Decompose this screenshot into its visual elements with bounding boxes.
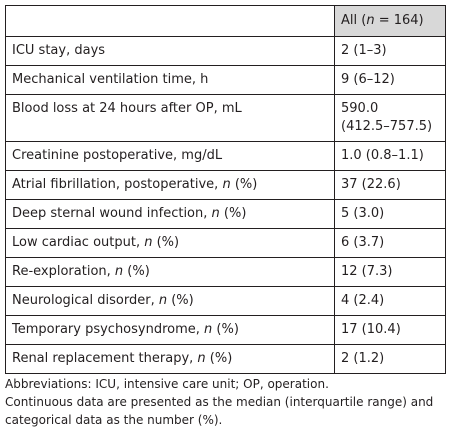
- n-symbol: n: [158, 293, 168, 308]
- row-label-cell: Renal replacement therapy, n (%): [5, 344, 335, 374]
- row-value-cell: 5 (3.0): [334, 199, 446, 229]
- row-label: Re-exploration,: [12, 264, 115, 279]
- value-iqr: (412.5–757.5): [341, 119, 433, 134]
- row-label-suffix: (%): [212, 322, 239, 337]
- row-label: Low cardiac output,: [12, 235, 145, 250]
- table-row: Mechanical ventilation time, h 9 (6–12): [5, 65, 446, 95]
- row-label: Blood loss at 24 hours after OP, mL: [12, 101, 242, 116]
- row-label: Atrial fibrillation, postoperative,: [12, 177, 223, 192]
- row-value-cell: 1.0 (0.8–1.1): [334, 141, 446, 171]
- row-label-cell: Low cardiac output, n (%): [5, 228, 335, 258]
- row-label: Neurological disorder,: [12, 293, 159, 308]
- row-value-cell: 2 (1.2): [334, 344, 446, 374]
- row-value-cell: 590.0 (412.5–757.5): [334, 94, 446, 142]
- row-value-cell: 37 (22.6): [334, 170, 446, 200]
- row-label: ICU stay, days: [12, 43, 106, 58]
- header-all-cell: All (n = 164): [334, 5, 446, 37]
- table-row: Neurological disorder, n (%) 4 (2.4): [5, 286, 446, 316]
- row-label: Temporary psychosyndrome,: [12, 322, 205, 337]
- table-footnotes: Abbreviations: ICU, intensive care unit;…: [5, 375, 460, 429]
- row-value-cell: 2 (1–3): [334, 36, 446, 66]
- row-label-cell: Mechanical ventilation time, h: [5, 65, 335, 95]
- row-value-cell: 12 (7.3): [334, 257, 446, 287]
- row-label: Mechanical ventilation time, h: [12, 72, 209, 87]
- row-label-cell: Creatinine postoperative, mg/dL: [5, 141, 335, 171]
- row-label: Renal replacement therapy,: [12, 351, 198, 366]
- header-empty-cell: [5, 5, 335, 37]
- footnote-continuous-data: Continuous data are presented as the med…: [5, 395, 434, 409]
- header-all-suffix: = 164): [374, 13, 424, 28]
- row-label-cell: ICU stay, days: [5, 36, 335, 66]
- table-row: Re-exploration, n (%) 12 (7.3): [5, 257, 446, 287]
- row-value-cell: 9 (6–12): [334, 65, 446, 95]
- table-row: Renal replacement therapy, n (%) 2 (1.2): [5, 344, 446, 374]
- header-n-symbol: n: [366, 13, 375, 28]
- row-label-cell: Temporary psychosyndrome, n (%): [5, 315, 335, 345]
- table-row: Atrial fibrillation, postoperative, n (%…: [5, 170, 446, 200]
- row-label-suffix: (%): [219, 206, 247, 221]
- row-label-cell: Re-exploration, n (%): [5, 257, 335, 287]
- row-label-cell: Blood loss at 24 hours after OP, mL: [5, 94, 335, 142]
- row-label-cell: Atrial fibrillation, postoperative, n (%…: [5, 170, 335, 200]
- table-row: ICU stay, days 2 (1–3): [5, 36, 446, 66]
- footnote-categorical-data: categorical data as the number (%).: [5, 413, 223, 427]
- row-label-suffix: (%): [123, 264, 150, 279]
- row-label-suffix: (%): [205, 351, 233, 366]
- footnote-abbreviations: Abbreviations: ICU, intensive care unit;…: [5, 377, 329, 391]
- header-all-prefix: All (: [341, 13, 367, 28]
- n-symbol: n: [211, 206, 220, 221]
- row-label-suffix: (%): [167, 293, 194, 308]
- value-median: 590.0: [341, 101, 379, 116]
- n-symbol: n: [197, 351, 206, 366]
- row-label-cell: Deep sternal wound infection, n (%): [5, 199, 335, 229]
- table-header-row: All (n = 164): [5, 5, 446, 37]
- row-value-cell: 4 (2.4): [334, 286, 446, 316]
- table-row: Deep sternal wound infection, n (%) 5 (3.…: [5, 199, 446, 229]
- row-value-cell: 6 (3.7): [334, 228, 446, 258]
- table-row: Blood loss at 24 hours after OP, mL 590.0…: [5, 94, 446, 142]
- table-row: Temporary psychosyndrome, n (%) 17 (10.4): [5, 315, 446, 345]
- row-label: Creatinine postoperative, mg/dL: [12, 148, 223, 163]
- outcomes-table: All (n = 164) ICU stay, days 2 (1–3) Mecha…: [5, 5, 446, 374]
- table-row: Creatinine postoperative, mg/dL 1.0 (0.8–…: [5, 141, 446, 171]
- n-symbol: n: [144, 235, 153, 250]
- row-label-suffix: (%): [152, 235, 180, 250]
- row-label-cell: Neurological disorder, n (%): [5, 286, 335, 316]
- table-row: Low cardiac output, n (%) 6 (3.7): [5, 228, 446, 258]
- n-symbol: n: [204, 322, 213, 337]
- n-symbol: n: [222, 177, 231, 192]
- row-label-suffix: (%): [230, 177, 258, 192]
- row-label: Deep sternal wound infection,: [12, 206, 212, 221]
- row-value-cell: 17 (10.4): [334, 315, 446, 345]
- n-symbol: n: [114, 264, 124, 279]
